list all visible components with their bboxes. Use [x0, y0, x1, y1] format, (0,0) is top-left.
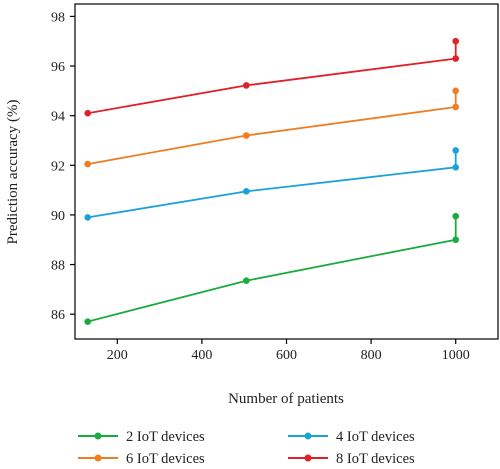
data-point: [452, 212, 460, 220]
y-tick-label: 86: [51, 308, 65, 323]
plot-frame: [74, 3, 499, 340]
legend-label: 8 IoT devices: [336, 451, 415, 467]
y-tick-label: 98: [51, 10, 65, 25]
x-tick-label: 1000: [442, 348, 470, 363]
x-axis-title: Number of patients: [228, 391, 344, 407]
y-tick-label: 90: [51, 209, 65, 224]
x-tick-label: 200: [107, 348, 128, 363]
data-point: [84, 160, 91, 168]
data-point: [243, 82, 250, 89]
data-point: [452, 37, 460, 45]
data-point: [84, 109, 91, 117]
y-tick-label: 88: [51, 259, 65, 274]
data-point: [243, 277, 250, 284]
data-point: [452, 163, 460, 171]
legend-swatch-marker: [304, 454, 312, 462]
legend-label: 4 IoT devices: [336, 429, 415, 445]
y-tick-label: 96: [51, 60, 65, 75]
legend-swatch-marker: [94, 454, 102, 462]
legend-swatch-marker: [304, 432, 312, 440]
y-axis-title: Prediction accuracy (%): [5, 100, 21, 245]
data-point: [452, 55, 460, 62]
series-line-1: [87, 216, 457, 323]
data-point: [452, 87, 460, 95]
y-tick-label: 94: [51, 110, 65, 125]
data-point: [452, 147, 460, 154]
data-point: [452, 236, 460, 244]
series-line-2: [87, 150, 457, 219]
legend: 2 IoT devices 4 IoT devices 6 IoT devices 8…: [78, 429, 415, 467]
legend-swatch-marker: [94, 432, 102, 440]
x-axis-ticks: 200 400 600 800 1000: [107, 339, 470, 363]
data-point: [84, 214, 91, 221]
y-tick-label: 92: [51, 159, 65, 174]
series-layer: [84, 37, 460, 325]
x-tick-label: 800: [361, 348, 382, 363]
x-tick-label: 600: [276, 348, 297, 363]
y-axis-ticks: 86 88 90 92 94 96 98: [51, 10, 75, 323]
data-point: [452, 103, 460, 111]
data-point: [243, 132, 250, 139]
series-line-3: [87, 90, 457, 165]
legend-label: 2 IoT devices: [126, 429, 205, 445]
series-line-4: [87, 41, 457, 115]
x-tick-label: 400: [191, 348, 212, 363]
data-point: [243, 188, 250, 195]
data-point: [84, 318, 91, 325]
legend-label: 6 IoT devices: [126, 451, 205, 467]
